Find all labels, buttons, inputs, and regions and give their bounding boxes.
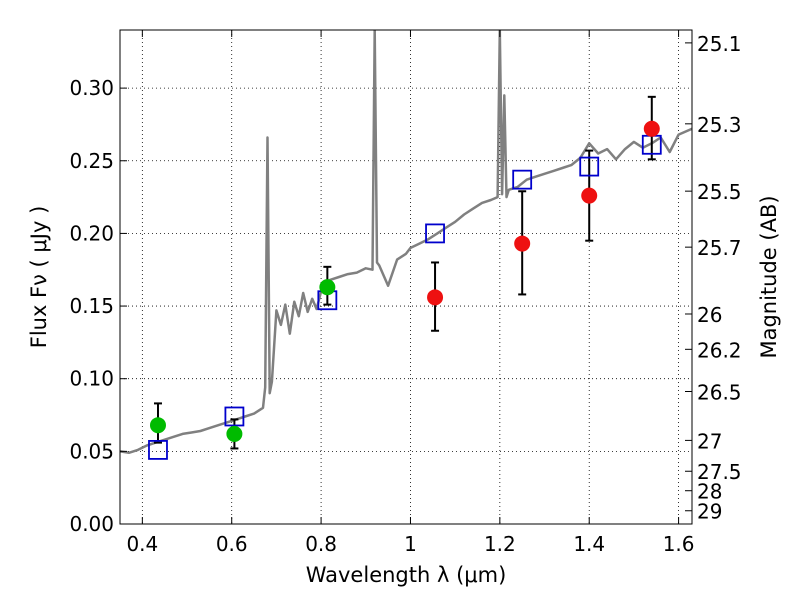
y-tick-labels: 0.00 0.05 0.10 0.15 0.20 0.25 0.30 xyxy=(69,76,114,536)
y-axis-title: Flux Fν ( μJy ) xyxy=(27,206,51,349)
green-data-point xyxy=(226,425,243,442)
y-tick-label: 0.30 xyxy=(69,76,114,100)
right-axis-title: Magnitude (AB) xyxy=(757,195,781,358)
x-tick-label: 0.8 xyxy=(305,532,337,556)
x-tick-label: 1 xyxy=(404,532,417,556)
model-box xyxy=(425,223,445,244)
y-tick-label: 0.10 xyxy=(69,367,114,391)
model-box xyxy=(224,406,245,427)
plot-background xyxy=(120,30,692,524)
green-data-point xyxy=(149,417,166,434)
y-tick-label: 0.20 xyxy=(69,221,114,245)
mag-tick-label: 27 xyxy=(697,429,722,453)
mag-tick-label: 28 xyxy=(697,480,722,504)
model-box xyxy=(512,169,533,190)
mag-tick-label: 27.5 xyxy=(697,460,742,484)
y-tick-label: 0.25 xyxy=(69,149,114,173)
x-tick-label: 0.6 xyxy=(216,532,248,556)
red-data-point xyxy=(427,289,444,306)
x-tick-label: 1.4 xyxy=(573,532,605,556)
x-tick-label: 1.6 xyxy=(663,532,695,556)
mag-tick-label: 25.3 xyxy=(697,113,742,137)
red-data-point xyxy=(643,120,660,137)
red-data-point xyxy=(514,235,531,252)
x-tick-labels: 0.4 0.6 0.8 1 1.2 1.4 1.6 xyxy=(126,532,694,556)
mag-tick-label: 25.1 xyxy=(697,32,742,56)
ticks xyxy=(120,30,692,525)
model-box xyxy=(579,156,600,177)
y-tick-label: 0.15 xyxy=(69,294,114,318)
plot-frame xyxy=(119,29,693,525)
points xyxy=(148,120,662,460)
mag-tick-label: 25.7 xyxy=(697,236,742,260)
green-data-point xyxy=(319,279,336,296)
x-axis-title: Wavelength λ (μm) xyxy=(306,563,507,587)
mag-tick-label: 26.2 xyxy=(697,338,742,362)
mag-tick-label: 29 xyxy=(697,500,722,524)
x-tick-label: 1.2 xyxy=(484,532,516,556)
y-tick-label: 0.05 xyxy=(69,439,114,463)
mag-tick-label: 26.5 xyxy=(697,380,742,404)
x-tick-label: 0.4 xyxy=(126,532,158,556)
y-tick-label: 0.00 xyxy=(69,512,114,536)
mag-tick-label: 26 xyxy=(697,303,722,327)
mag-tick-label: 25.5 xyxy=(697,180,742,204)
red-data-point xyxy=(581,187,598,204)
model-box xyxy=(148,439,168,460)
